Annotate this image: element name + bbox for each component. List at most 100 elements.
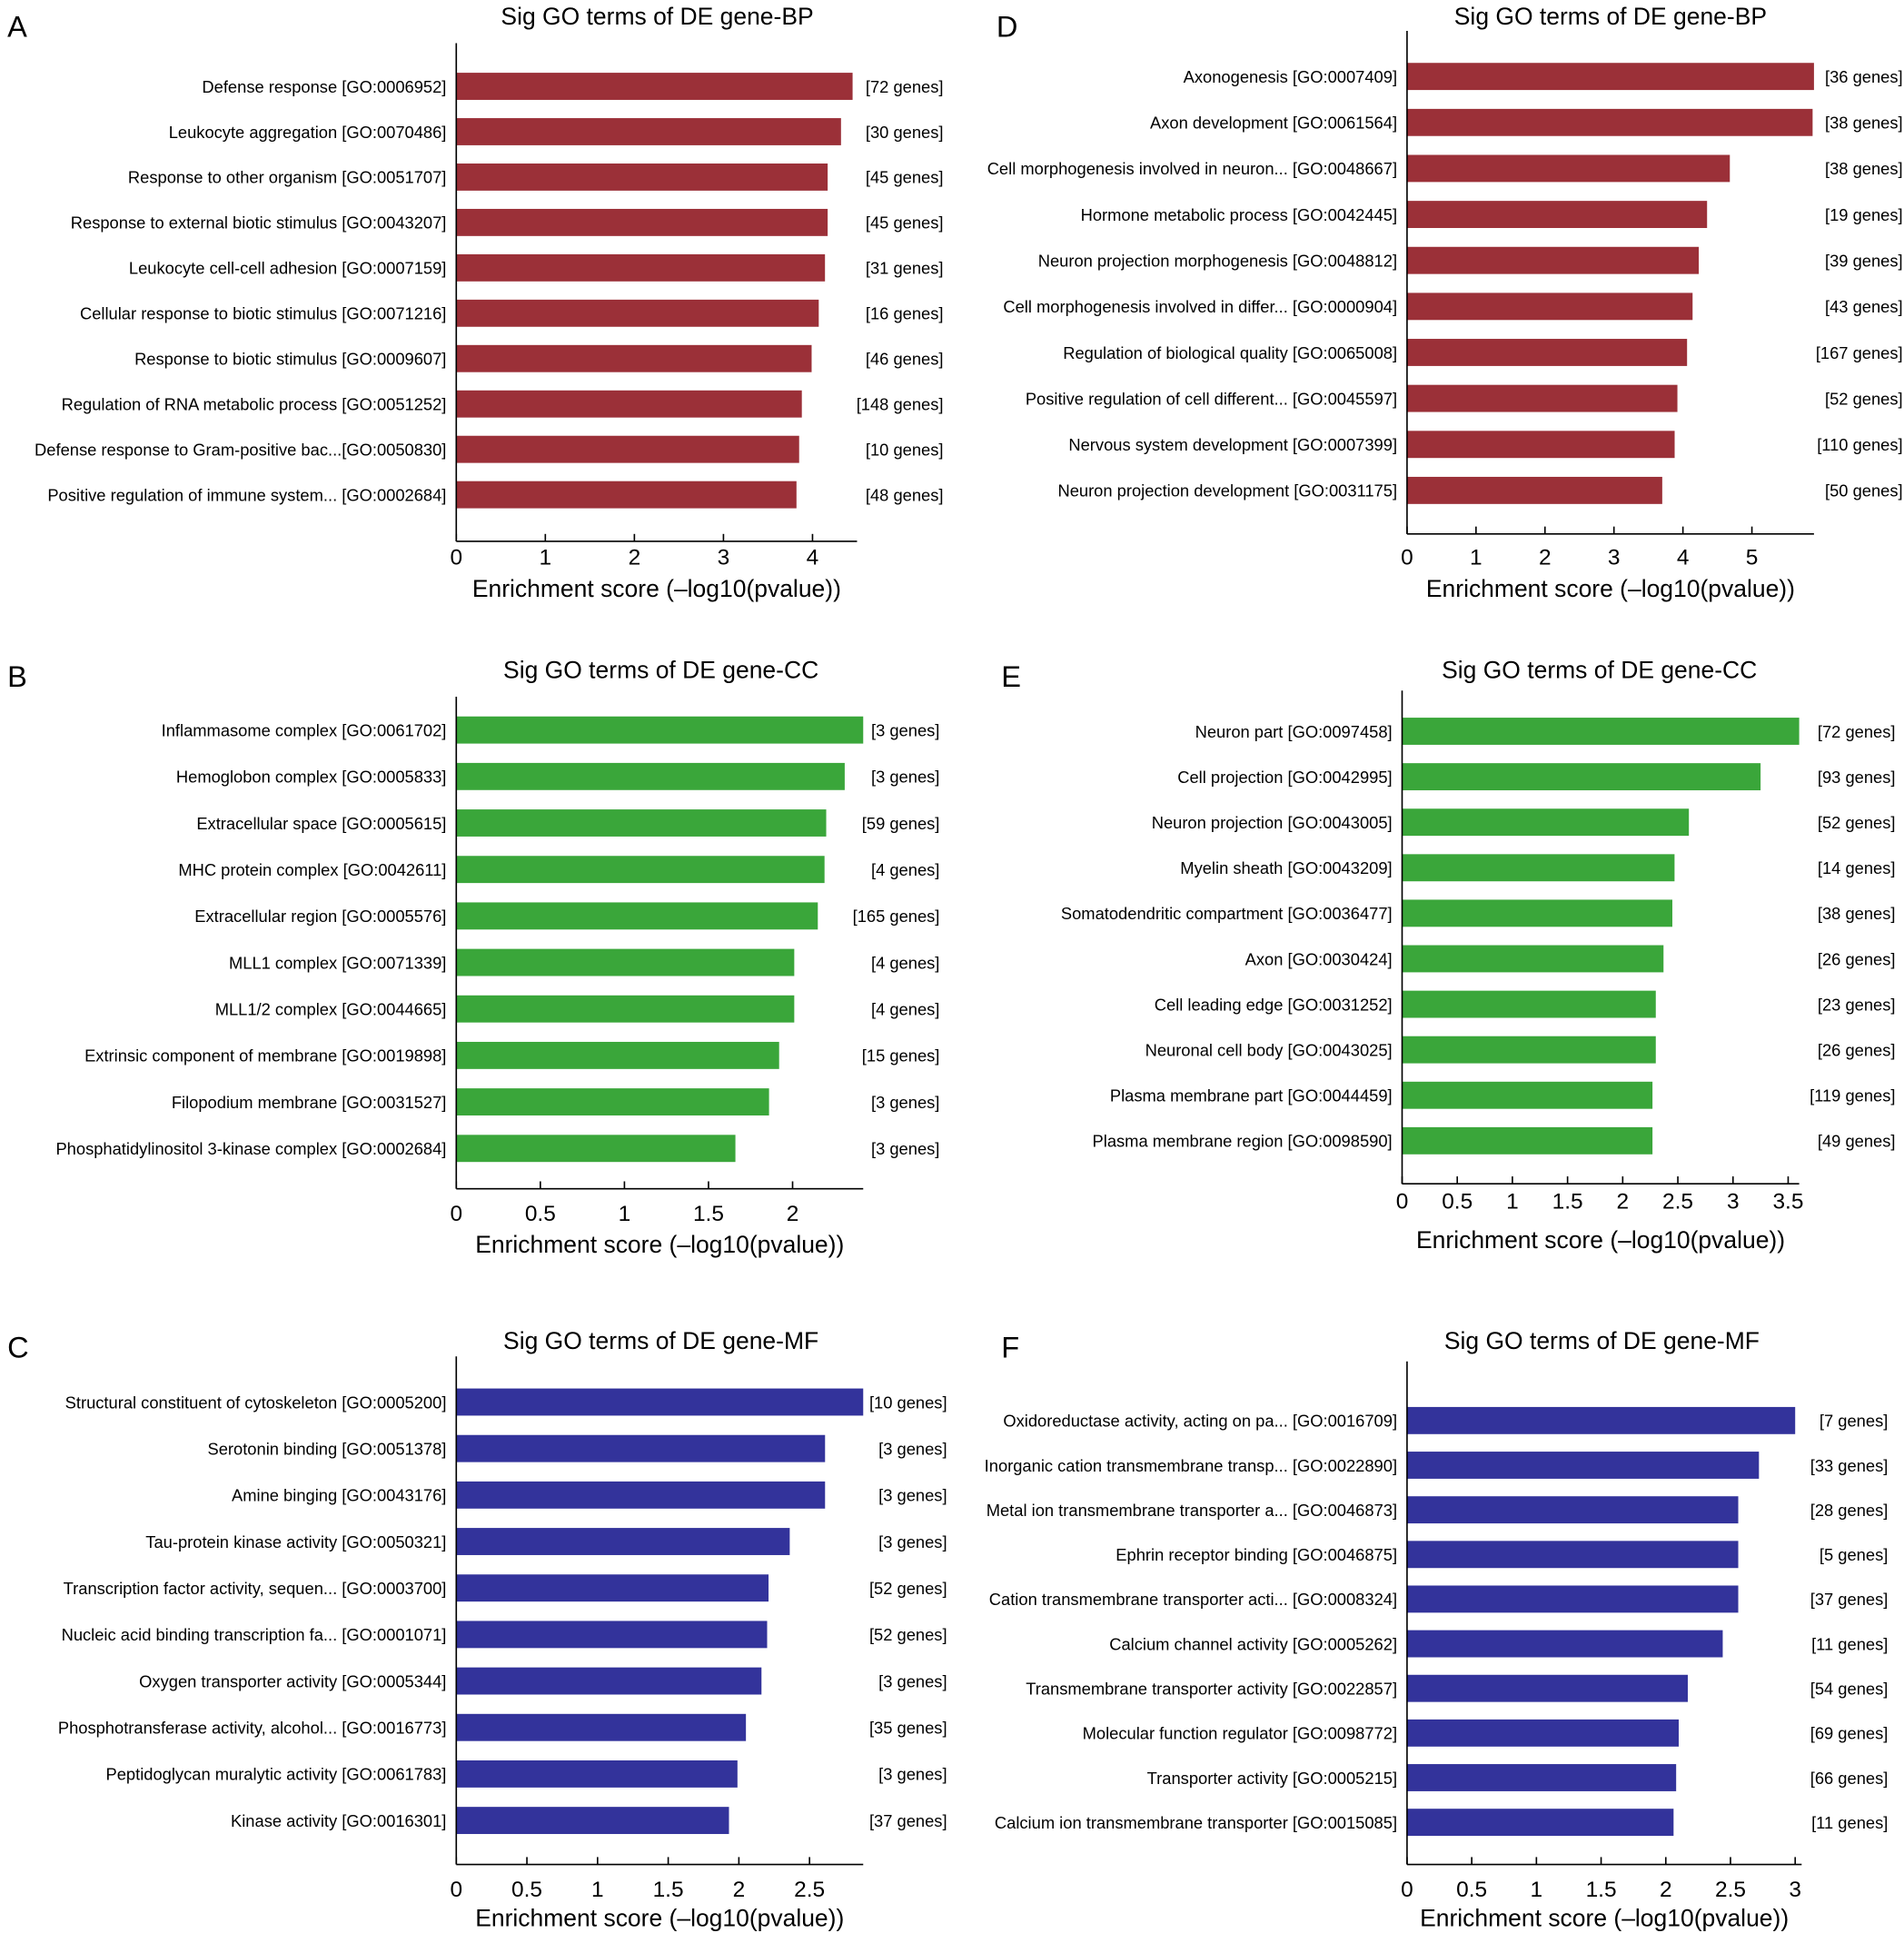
- gene-count-label-e-8: [26 genes]: [1818, 1040, 1896, 1059]
- category-label-f-3: Metal ion transmembrane transporter a...…: [987, 1501, 1397, 1520]
- x-tick-label-a-4: 3: [718, 546, 730, 570]
- category-label-c-7: Oxygen transporter activity [GO:0005344]: [139, 1671, 446, 1690]
- category-label-b-2: Hemoglobon complex [GO:0005833]: [176, 768, 447, 787]
- gene-count-label-b-4: [4 genes]: [871, 860, 939, 879]
- category-label-e-9: Plasma membrane part [GO:0044459]: [1110, 1086, 1393, 1105]
- x-tick-label-e-2: 0.5: [1442, 1189, 1473, 1214]
- x-tick-label-f-2: 0.5: [1456, 1878, 1487, 1902]
- bar-c-9: [456, 1760, 738, 1788]
- category-label-d-9: Nervous system development [GO:0007399]: [1068, 435, 1397, 454]
- category-label-b-9: Filopodium membrane [GO:0031527]: [172, 1093, 447, 1112]
- category-label-c-5: Transcription factor activity, sequen...…: [64, 1579, 447, 1598]
- bar-f-4: [1406, 1541, 1739, 1569]
- bar-f-5: [1406, 1585, 1739, 1613]
- x-tick-label-c-3: 1: [591, 1878, 604, 1902]
- bar-e-5: [1402, 899, 1672, 927]
- category-label-b-8: Extrinsic component of membrane [GO:0019…: [84, 1046, 446, 1066]
- gene-count-label-b-7: [4 genes]: [871, 1000, 939, 1019]
- x-tick-label-c-1: 0: [450, 1878, 462, 1902]
- bar-a-3: [456, 164, 828, 191]
- category-label-c-8: Phosphotransferase activity, alcohol... …: [58, 1719, 447, 1738]
- x-tick-label-a-3: 2: [629, 546, 641, 570]
- x-tick-label-f-6: 2.5: [1715, 1878, 1746, 1902]
- x-tick-label-a-5: 4: [807, 546, 819, 570]
- x-tick-label-e-3: 1: [1506, 1189, 1519, 1214]
- category-label-a-7: Response to biotic stimulus [GO:0009607]: [134, 350, 446, 369]
- gene-count-label-a-9: [10 genes]: [866, 440, 944, 459]
- chart-title-a: Sig GO terms of DE gene-BP: [501, 3, 813, 30]
- gene-count-label-e-1: [72 genes]: [1818, 722, 1896, 741]
- x-tick-label-e-6: 2.5: [1662, 1189, 1693, 1214]
- category-label-b-4: MHC protein complex [GO:0042611]: [178, 860, 446, 879]
- bar-a-7: [456, 344, 812, 372]
- gene-count-label-a-3: [45 genes]: [866, 168, 944, 187]
- category-label-c-9: Peptidoglycan muralytic activity [GO:006…: [106, 1765, 447, 1784]
- gene-count-label-c-8: [35 genes]: [869, 1719, 947, 1738]
- gene-count-label-d-2: [38 genes]: [1825, 114, 1903, 133]
- gene-count-label-d-5: [39 genes]: [1825, 251, 1903, 270]
- gene-count-label-d-4: [19 genes]: [1825, 205, 1903, 224]
- category-label-f-6: Calcium channel activity [GO:0005262]: [1109, 1634, 1397, 1653]
- bar-a-1: [456, 73, 853, 100]
- category-label-f-5: Cation transmembrane transporter acti...…: [989, 1590, 1397, 1609]
- x-tick-label-b-2: 0.5: [525, 1202, 556, 1226]
- bar-e-3: [1402, 808, 1690, 837]
- x-tick-label-d-5: 4: [1677, 546, 1690, 570]
- category-label-c-2: Serotonin binding [GO:0051378]: [208, 1439, 447, 1458]
- category-label-c-6: Nucleic acid binding transcription fa...…: [62, 1625, 447, 1644]
- gene-count-label-a-1: [72 genes]: [866, 77, 944, 96]
- category-label-a-6: Cellular response to biotic stimulus [GO…: [80, 304, 446, 323]
- gene-count-label-a-10: [48 genes]: [866, 485, 944, 504]
- category-label-d-7: Regulation of biological quality [GO:006…: [1063, 343, 1397, 362]
- gene-count-label-c-10: [37 genes]: [869, 1811, 947, 1830]
- category-label-f-4: Ephrin receptor binding [GO:0046875]: [1116, 1545, 1397, 1564]
- gene-count-label-f-10: [11 genes]: [1811, 1813, 1888, 1832]
- gene-count-label-e-4: [14 genes]: [1818, 858, 1896, 877]
- bar-d-1: [1406, 63, 1814, 91]
- bar-c-1: [456, 1388, 864, 1416]
- gene-count-label-e-2: [93 genes]: [1818, 768, 1896, 787]
- category-label-a-9: Defense response to Gram-positive bac...…: [35, 440, 446, 459]
- gene-count-label-a-2: [30 genes]: [866, 123, 944, 142]
- category-label-f-1: Oxidoreductase activity, acting on pa...…: [1003, 1412, 1397, 1431]
- gene-count-label-f-9: [66 genes]: [1810, 1769, 1889, 1788]
- bar-f-2: [1406, 1452, 1760, 1479]
- category-label-b-1: Inflammasome complex [GO:0061702]: [162, 720, 447, 739]
- category-label-c-1: Structural constituent of cytoskeleton […: [65, 1393, 447, 1412]
- bar-a-6: [456, 299, 819, 327]
- chart-title-d: Sig GO terms of DE gene-BP: [1454, 3, 1767, 30]
- gene-count-label-e-5: [38 genes]: [1818, 904, 1896, 923]
- category-label-b-10: Phosphatidylinositol 3-kinase complex [G…: [55, 1139, 446, 1158]
- category-label-a-8: Regulation of RNA metabolic process [GO:…: [62, 395, 447, 414]
- panel-letter-d: D: [997, 11, 1018, 44]
- category-label-a-2: Leukocyte aggregation [GO:0070486]: [169, 123, 447, 142]
- gene-count-label-c-3: [3 genes]: [878, 1486, 947, 1505]
- bar-a-4: [456, 208, 828, 236]
- bar-f-6: [1406, 1630, 1723, 1658]
- category-label-a-4: Response to external biotic stimulus [GO…: [71, 213, 447, 233]
- bar-e-8: [1402, 1036, 1656, 1064]
- category-label-b-7: MLL1/2 complex [GO:0044665]: [215, 1000, 447, 1019]
- bar-b-3: [456, 809, 827, 837]
- category-label-a-3: Response to other organism [GO:0051707]: [128, 168, 446, 187]
- x-axis-label-c: Enrichment score (–log10(pvalue)): [475, 1904, 844, 1931]
- category-label-a-10: Positive regulation of immune system... …: [47, 485, 446, 504]
- bar-d-8: [1406, 384, 1678, 412]
- bar-f-9: [1406, 1764, 1677, 1791]
- category-label-e-6: Axon [GO:0030424]: [1245, 949, 1393, 968]
- gene-count-label-f-4: [5 genes]: [1820, 1545, 1888, 1564]
- gene-count-label-b-9: [3 genes]: [871, 1093, 939, 1112]
- category-label-e-10: Plasma membrane region [GO:0098590]: [1093, 1132, 1393, 1151]
- bar-c-6: [456, 1621, 768, 1649]
- bar-f-10: [1406, 1809, 1674, 1837]
- category-label-b-3: Extracellular space [GO:0005615]: [196, 814, 446, 833]
- chart-title-b: Sig GO terms of DE gene-CC: [503, 657, 818, 684]
- gene-count-label-e-7: [23 genes]: [1818, 995, 1896, 1014]
- bar-a-5: [456, 253, 826, 282]
- gene-count-label-d-1: [36 genes]: [1825, 67, 1903, 86]
- category-label-e-3: Neuron projection [GO:0043005]: [1152, 813, 1393, 832]
- category-label-f-8: Molecular function regulator [GO:0098772…: [1083, 1724, 1397, 1743]
- bar-f-3: [1406, 1496, 1739, 1524]
- gene-count-label-f-5: [37 genes]: [1810, 1590, 1889, 1609]
- category-label-a-5: Leukocyte cell-cell adhesion [GO:0007159…: [129, 259, 446, 278]
